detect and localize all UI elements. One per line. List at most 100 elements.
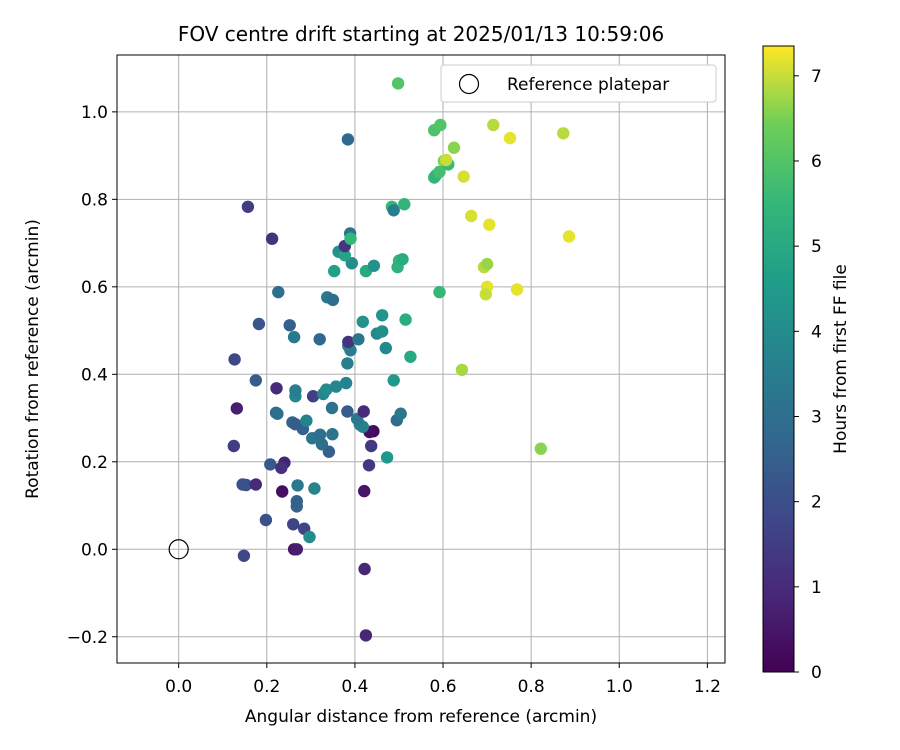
colorbar-tick-label-3: 3 [811, 407, 822, 427]
colorbar-tick-label-4: 4 [811, 322, 822, 342]
data-point-90 [265, 232, 279, 245]
data-point-42 [271, 407, 284, 420]
data-point-108 [487, 118, 500, 132]
data-point-65 [376, 325, 389, 338]
data-point-98 [433, 165, 446, 178]
data-point-34 [289, 418, 302, 431]
data-point-5 [287, 518, 300, 531]
data-point-2 [237, 549, 251, 562]
x-tick-label-3: 0.6 [430, 677, 457, 697]
data-point-106 [457, 170, 470, 183]
data-point-63 [379, 341, 392, 355]
data-point-57 [228, 353, 241, 366]
colorbar: 0 1 2 3 4 5 6 7 Hours from first FF file [762, 45, 851, 683]
reference-platepar-marker [168, 539, 189, 560]
data-point-74 [272, 285, 285, 299]
data-point-77 [433, 285, 446, 299]
data-points [227, 77, 576, 642]
colorbar-label: Hours from first FF file [831, 264, 851, 454]
data-point-83 [338, 249, 351, 262]
data-point-56 [387, 374, 400, 387]
legend: Reference platepar [440, 64, 717, 103]
data-point-71 [283, 319, 296, 332]
data-point-118 [455, 363, 469, 377]
data-point-52 [329, 380, 343, 393]
data-point-21 [362, 459, 376, 472]
data-point-111 [483, 218, 496, 231]
data-point-51 [320, 383, 333, 396]
x-tick-label-1: 0.2 [253, 677, 280, 697]
colorbar-tick-label-2: 2 [811, 493, 822, 513]
data-point-61 [342, 335, 355, 349]
legend-marker [458, 73, 480, 95]
x-tick-label-4: 0.8 [518, 677, 545, 697]
y-tick-label-1: 0.0 [81, 540, 108, 560]
reference-marker-layer [168, 539, 189, 560]
data-point-10 [290, 495, 303, 508]
data-point-0 [359, 629, 373, 642]
data-point-45 [341, 405, 354, 418]
data-point-53 [339, 376, 353, 390]
data-point-112 [562, 230, 576, 243]
y-tick-label-3: 0.4 [81, 365, 108, 385]
x-tick-label-2: 0.4 [341, 677, 368, 697]
data-point-7 [259, 513, 273, 527]
data-point-109 [503, 131, 517, 145]
data-point-78 [328, 264, 341, 278]
colorbar-tick-label-0: 0 [811, 663, 822, 683]
data-point-16 [291, 479, 304, 492]
data-point-12 [358, 484, 371, 498]
data-point-102 [447, 141, 461, 154]
x-tick-label-5: 1.0 [606, 677, 633, 697]
data-point-73 [399, 313, 412, 326]
y-axis-ticks: −0.2 0.0 0.2 0.4 0.6 0.8 1.0 [67, 103, 117, 648]
data-point-86 [344, 232, 357, 245]
data-point-93 [387, 204, 400, 217]
data-point-31 [326, 428, 339, 441]
data-point-30 [313, 428, 327, 441]
data-point-22 [380, 451, 394, 464]
colorbar-tick-label-5: 5 [811, 237, 822, 257]
data-point-116 [479, 288, 492, 301]
data-point-47 [306, 390, 320, 403]
data-point-62 [352, 333, 365, 346]
data-point-40 [394, 407, 407, 420]
legend-box [440, 64, 717, 103]
colorbar-ticks: 0 1 2 3 4 5 6 7 [794, 67, 822, 683]
data-point-58 [341, 357, 354, 370]
data-point-18 [264, 458, 277, 471]
data-point-35 [300, 414, 313, 427]
data-point-15 [249, 478, 262, 491]
data-point-55 [249, 374, 262, 387]
y-tick-label-5: 0.8 [81, 190, 108, 210]
data-point-43 [230, 402, 243, 415]
colorbar-tick-label-7: 7 [811, 67, 822, 87]
y-axis-label: Rotation from reference (arcmin) [23, 219, 43, 499]
data-point-119 [534, 442, 547, 455]
data-point-95 [341, 133, 355, 146]
y-tick-label-6: 1.0 [81, 103, 108, 123]
data-point-25 [315, 438, 329, 451]
data-point-49 [289, 384, 302, 397]
chart-title: FOV centre drift starting at 2025/01/13 … [178, 22, 664, 46]
data-point-14 [239, 478, 253, 492]
data-point-80 [367, 259, 381, 272]
data-point-8 [303, 530, 316, 544]
data-point-70 [252, 317, 266, 331]
y-tick-label-0: −0.2 [67, 628, 108, 648]
data-point-72 [376, 309, 389, 322]
colorbar-tick-label-1: 1 [811, 578, 822, 598]
data-point-68 [287, 330, 301, 344]
y-tick-label-2: 0.2 [81, 453, 108, 473]
y-tick-label-4: 0.6 [81, 278, 108, 298]
data-point-17 [308, 482, 321, 495]
data-point-110 [557, 127, 570, 140]
data-point-69 [356, 315, 369, 328]
data-point-44 [325, 401, 339, 415]
data-point-104 [434, 118, 447, 132]
x-tick-label-6: 1.2 [694, 677, 721, 697]
data-point-114 [480, 257, 494, 271]
data-point-67 [313, 333, 326, 346]
data-point-76 [326, 293, 340, 307]
